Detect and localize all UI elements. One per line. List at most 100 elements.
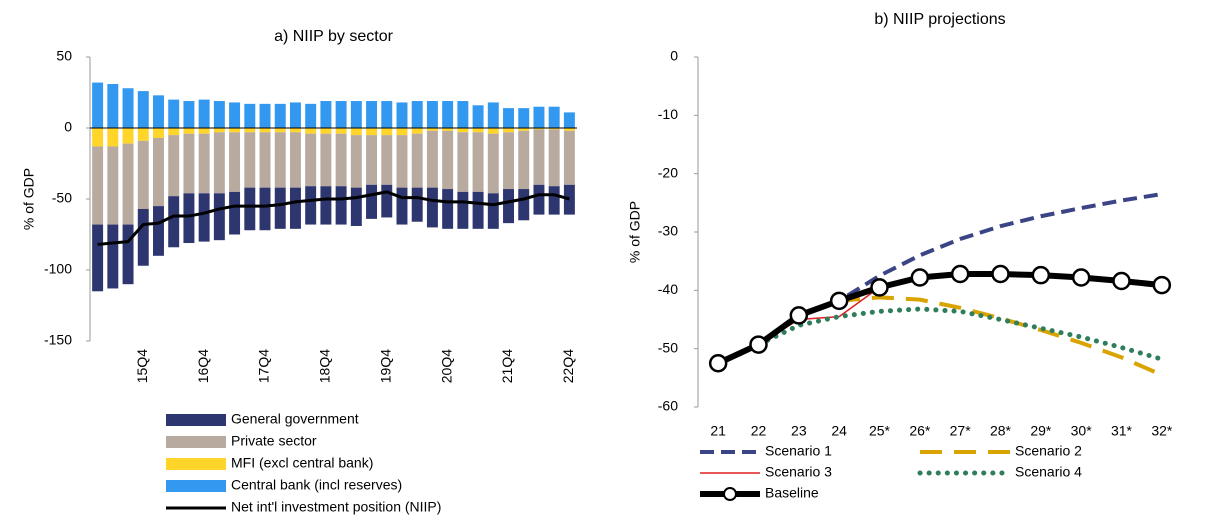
marker [1071, 268, 1091, 287]
marker [708, 354, 728, 373]
bar [457, 128, 469, 133]
legend-label: Private sector [231, 433, 317, 449]
bar [472, 105, 484, 128]
bar [153, 128, 164, 138]
bar [518, 128, 530, 131]
bar [289, 102, 301, 128]
legend-label: General government [231, 411, 359, 427]
x-tick-label: 31* [1111, 423, 1133, 439]
bar [92, 224, 104, 292]
bar [381, 128, 393, 136]
x-tick-label: 30* [1071, 423, 1093, 439]
bar [503, 132, 514, 190]
bar [472, 132, 484, 192]
bar [213, 132, 225, 194]
bar [183, 133, 195, 194]
bar [137, 128, 149, 141]
bar [92, 82, 104, 128]
bar [487, 102, 499, 128]
marker [829, 291, 849, 311]
y-tick-label: -50 [52, 190, 72, 206]
bar [320, 128, 332, 134]
y-tick-label: -100 [44, 261, 72, 277]
bar [366, 128, 378, 136]
bar [396, 128, 408, 136]
marker [789, 306, 809, 325]
bar [533, 106, 545, 128]
y-tick-label: -40 [658, 281, 678, 297]
bar [396, 102, 408, 128]
bar [411, 101, 423, 128]
bar [548, 186, 560, 215]
bar [274, 128, 286, 133]
x-tick-label: 22 [751, 423, 767, 439]
bar [350, 128, 362, 136]
legend-label: Scenario 2 [1015, 443, 1082, 459]
bar [198, 99, 210, 128]
bar [503, 108, 514, 128]
legend-swatch [166, 480, 226, 492]
bar [548, 128, 560, 130]
bar [487, 193, 499, 229]
bar [107, 128, 119, 147]
bar [426, 128, 438, 131]
bar [487, 133, 499, 194]
bar [563, 112, 575, 128]
y-tick-label: 0 [670, 48, 678, 64]
x-tick-label: 27* [950, 423, 972, 439]
bar [548, 129, 560, 187]
bar [107, 224, 119, 289]
bar [442, 130, 454, 190]
line [97, 190, 570, 246]
bar [183, 128, 195, 134]
marker [1112, 271, 1131, 291]
bar [153, 95, 164, 128]
bar [259, 103, 271, 128]
bar [518, 189, 530, 221]
bar [442, 189, 454, 229]
x-tick-label: 21 [710, 423, 726, 439]
bar [168, 128, 180, 136]
bar [563, 128, 575, 131]
bar [518, 108, 530, 128]
x-tick-label: 29* [1030, 423, 1052, 439]
bar [518, 130, 530, 190]
bar [335, 101, 347, 128]
bar [411, 187, 423, 222]
bar [533, 129, 545, 185]
bar [213, 128, 225, 133]
bar [381, 135, 393, 185]
marker [1031, 265, 1051, 285]
bar [92, 128, 104, 147]
marker [950, 264, 970, 284]
bar [457, 101, 469, 128]
bar [122, 128, 134, 144]
marker [870, 278, 889, 297]
y-axis-label: % of GDP [627, 201, 643, 263]
y-tick-label: -10 [658, 106, 678, 122]
bar [366, 135, 378, 185]
x-tick-label: 19Q4 [377, 349, 393, 383]
bar [335, 186, 347, 225]
bar [259, 132, 271, 188]
x-tick-label: 24 [831, 423, 847, 439]
legend-label: Scenario 4 [1015, 464, 1082, 480]
y-tick-label: 50 [56, 48, 72, 64]
bar [137, 91, 149, 128]
bar [533, 128, 545, 130]
bar [244, 132, 256, 188]
marker [749, 335, 768, 354]
bar [168, 196, 180, 248]
line [717, 295, 1163, 377]
bar [274, 103, 286, 128]
bar [472, 128, 484, 133]
bar [122, 224, 134, 285]
legend-label: Scenario 1 [765, 443, 832, 459]
x-tick-label: 17Q4 [256, 349, 272, 383]
y-tick-label: -30 [658, 223, 678, 239]
marker [991, 264, 1010, 284]
bar [244, 128, 256, 133]
bar [153, 206, 164, 256]
line [715, 306, 1165, 366]
